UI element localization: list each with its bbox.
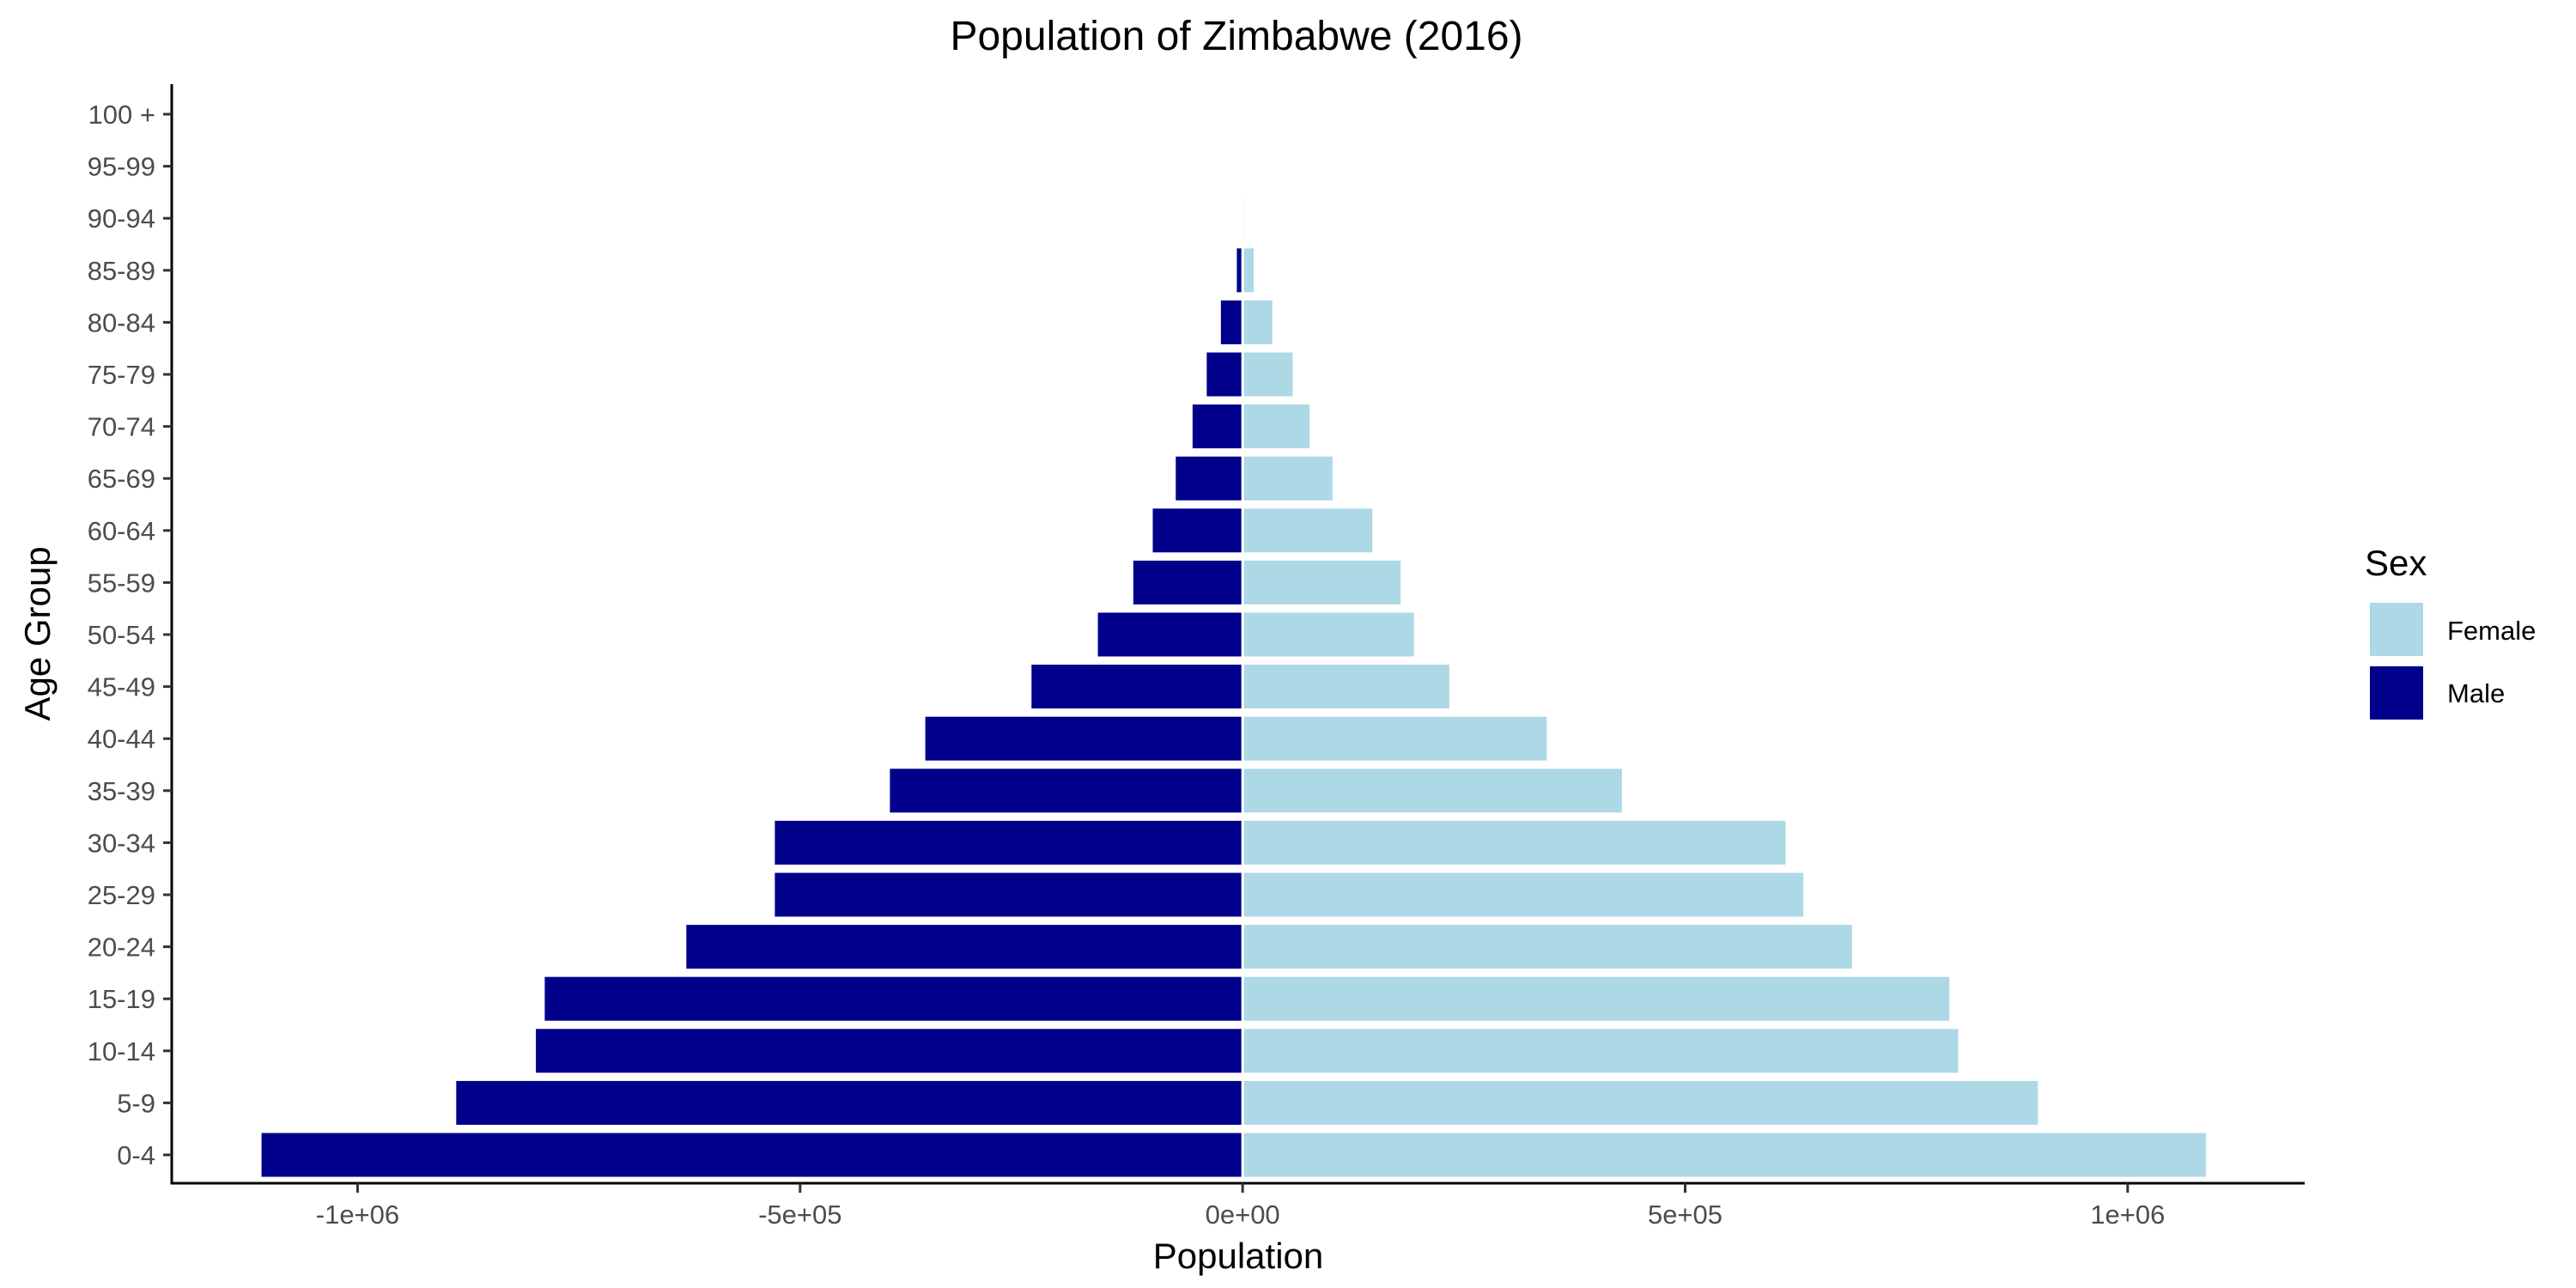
bar-male-60-64	[1150, 506, 1244, 556]
bar-female-0-4	[1241, 1130, 2209, 1180]
bar-male-90-94	[1240, 193, 1244, 243]
bar-female-85-89	[1241, 246, 1257, 295]
bar-male-0-4	[258, 1130, 1244, 1180]
y-tick-label: 60-64	[88, 516, 155, 546]
bar-female-60-64	[1241, 506, 1376, 556]
x-axis-title: Population	[1153, 1236, 1324, 1276]
bar-female-75-79	[1241, 349, 1296, 399]
y-tick-label: 65-69	[88, 464, 155, 494]
bar-female-20-24	[1241, 922, 1855, 972]
bar-male-15-19	[542, 974, 1244, 1024]
legend-title: Sex	[2365, 543, 2427, 583]
x-tick-label: 5e+05	[1648, 1200, 1722, 1230]
bar-male-50-54	[1095, 610, 1244, 659]
bar-female-45-49	[1241, 662, 1452, 712]
bar-male-25-29	[772, 870, 1244, 920]
bar-male-75-79	[1204, 349, 1244, 399]
y-tick-label: 35-39	[88, 776, 155, 806]
y-tick-label: 90-94	[88, 204, 155, 234]
x-tick-label: 1e+06	[2090, 1200, 2165, 1230]
y-tick-label: 70-74	[88, 412, 155, 442]
bar-male-30-34	[772, 817, 1244, 867]
bar-female-15-19	[1241, 974, 1953, 1024]
bar-female-80-84	[1241, 297, 1275, 347]
chart-title: Population of Zimbabwe (2016)	[950, 14, 1522, 59]
bar-male-55-59	[1130, 557, 1244, 607]
bar-male-65-69	[1173, 453, 1244, 503]
bar-male-40-44	[922, 714, 1244, 763]
legend-swatch-female	[2370, 603, 2423, 656]
y-tick-label: 45-49	[88, 672, 155, 702]
y-tick-label: 10-14	[88, 1036, 155, 1066]
bar-female-40-44	[1241, 714, 1550, 763]
y-tick-label: 25-29	[88, 880, 155, 910]
bar-male-95-99	[1241, 142, 1244, 191]
legend-swatch-male	[2370, 666, 2423, 720]
y-tick-label: 0-4	[117, 1140, 155, 1170]
bar-male-70-74	[1189, 402, 1244, 452]
y-ticks: 0-4 5-9 10-14 15-19 20-24 25-29 30-34 35-39 40-4…	[88, 100, 172, 1170]
bar-female-30-34	[1241, 817, 1789, 867]
legend-label-male: Male	[2447, 678, 2505, 708]
bar-female-10-14	[1241, 1026, 1961, 1076]
bar-female-50-54	[1241, 610, 1417, 659]
bar-female-55-59	[1241, 557, 1404, 607]
bar-female-65-69	[1241, 453, 1335, 503]
bar-male-5-9	[453, 1078, 1244, 1127]
bar-male-45-49	[1029, 662, 1244, 712]
y-tick-label: 30-34	[88, 828, 155, 858]
y-tick-label: 80-84	[88, 307, 155, 337]
y-tick-label: 20-24	[88, 933, 155, 963]
y-tick-label: 40-44	[88, 724, 155, 754]
legend-label-female: Female	[2447, 616, 2536, 646]
y-tick-label: 15-19	[88, 984, 155, 1014]
bars-layer	[258, 89, 2209, 1180]
bar-male-80-84	[1218, 297, 1244, 347]
bar-male-20-24	[683, 922, 1244, 972]
x-ticks: -1e+06 -5e+05 0e+00 5e+05 1e+06	[316, 1183, 2165, 1230]
y-tick-label: 50-54	[88, 620, 155, 650]
y-tick-label: 75-79	[88, 360, 155, 390]
y-tick-label: 85-89	[88, 256, 155, 286]
bar-male-35-39	[887, 766, 1244, 816]
y-axis-title: Age Group	[17, 546, 58, 720]
bar-female-70-74	[1241, 402, 1313, 452]
x-tick-label: -1e+06	[316, 1200, 399, 1230]
y-tick-label: 55-59	[88, 568, 155, 598]
bar-female-5-9	[1241, 1078, 2041, 1127]
y-tick-label: 95-99	[88, 152, 155, 182]
bar-female-35-39	[1241, 766, 1625, 816]
bar-female-25-29	[1241, 870, 1807, 920]
bar-male-10-14	[533, 1026, 1244, 1076]
y-tick-label: 5-9	[117, 1088, 155, 1118]
legend: Sex Female Male	[2365, 543, 2536, 720]
y-tick-label: 100 +	[88, 100, 155, 130]
bar-male-85-89	[1234, 246, 1244, 295]
x-tick-label: -5e+05	[758, 1200, 841, 1230]
bar-male-100plus	[1241, 89, 1245, 139]
x-tick-label: 0e+00	[1206, 1200, 1280, 1230]
